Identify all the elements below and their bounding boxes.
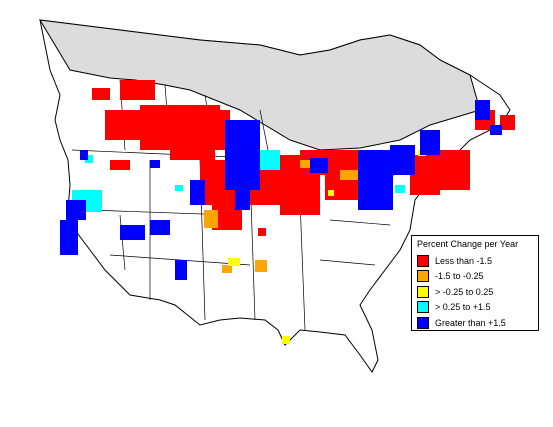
- legend-label: Greater than +1.5: [435, 317, 506, 328]
- legend-label: > -0.25 to 0.25: [435, 286, 494, 297]
- increase-moderate-patches: [72, 150, 405, 212]
- legend-title: Percent Change per Year: [417, 239, 519, 249]
- legend-item: Less than -1.5: [417, 253, 538, 269]
- legend-label: -1.5 to -0.25: [435, 271, 484, 282]
- legend-swatch: [417, 285, 429, 298]
- legend-item: > 0.25 to +1.5: [417, 300, 538, 316]
- legend-item: Greater than +1.5: [417, 315, 538, 331]
- legend-item: -1.5 to -0.25: [417, 269, 538, 285]
- legend-label: > 0.25 to +1.5: [435, 302, 491, 313]
- legend-swatch: [417, 254, 429, 267]
- map-legend: Percent Change per Year Less than -1.5 -…: [411, 235, 539, 331]
- increase-strong-patches: [60, 100, 502, 280]
- legend-swatch: [417, 316, 429, 329]
- legend-label: Less than -1.5: [435, 255, 493, 266]
- legend-item: > -0.25 to 0.25: [417, 284, 538, 300]
- no-data-north-region: [39, 19, 481, 151]
- legend-swatch: [417, 301, 429, 314]
- legend-swatch: [417, 270, 429, 283]
